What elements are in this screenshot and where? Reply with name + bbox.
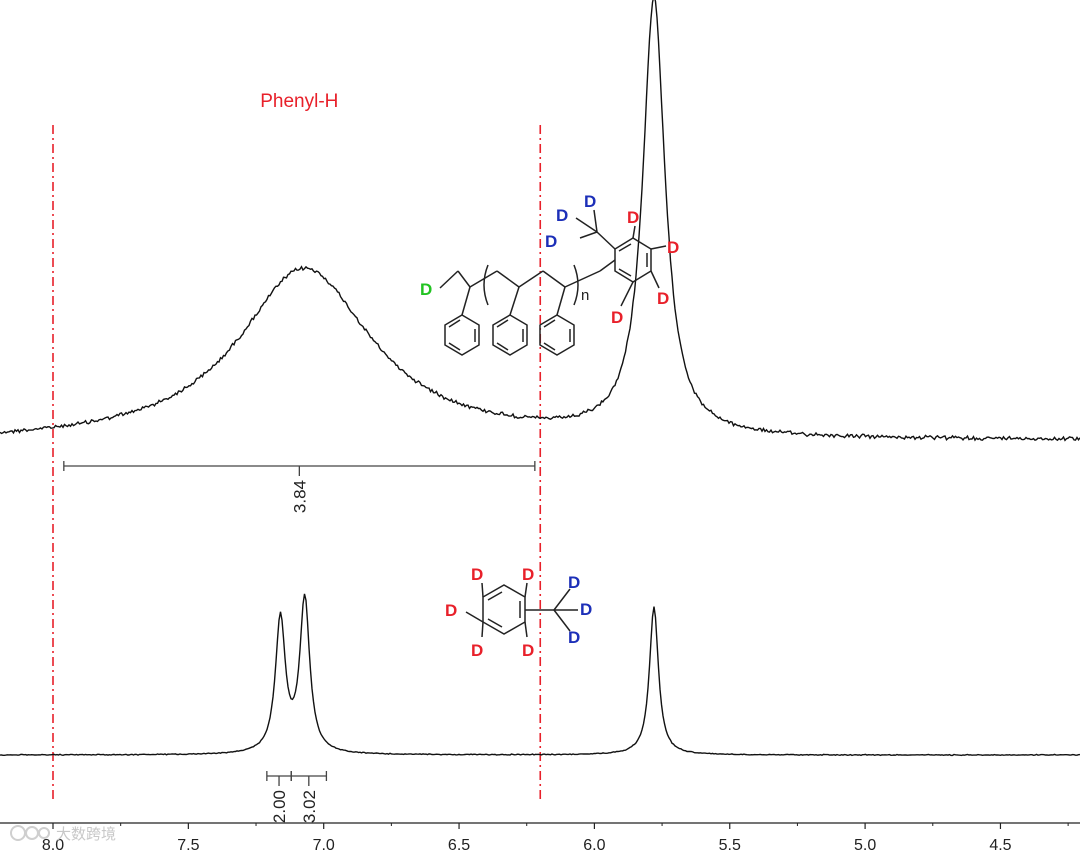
watermark: 大数跨境	[10, 825, 116, 843]
polymer-atom-d: D	[667, 238, 679, 257]
x-tick-label: 5.5	[719, 837, 741, 854]
toluene-atom-d: D	[522, 641, 534, 660]
toluene-atom-d: D	[568, 628, 580, 647]
watermark-logo-icon	[38, 827, 50, 839]
x-axis-ticks: 8.07.57.06.56.05.55.04.54.03.53.02.52.01…	[42, 823, 1069, 854]
x-tick-label: 8.0	[42, 837, 64, 854]
integral-label: 3.84	[290, 480, 309, 513]
region-label: Phenyl-H	[260, 91, 338, 112]
polymer-atom-d: D	[420, 280, 432, 299]
polymer-atom-labels: D D D D D D D D n	[420, 192, 679, 327]
polymer-atom-d: D	[556, 206, 568, 225]
polymer-subscript-n: n	[581, 287, 589, 304]
x-axis: 8.07.57.06.56.05.55.04.54.03.53.02.52.01…	[0, 822, 1080, 854]
toluene-atom-d: D	[568, 573, 580, 592]
toluene-atom-d: D	[522, 565, 534, 584]
x-tick-label: 6.0	[583, 837, 605, 854]
integrals: 3.843.011.002.003.023.00	[63, 461, 536, 823]
watermark-logo-icon	[25, 826, 39, 840]
region-annotations: Phenyl-HPhenyl-α-HPhenyl-β-H	[260, 91, 338, 112]
spectra-traces	[0, 0, 1080, 757]
x-tick-label: 7.5	[177, 837, 199, 854]
watermark-logo-icon	[10, 825, 26, 841]
x-tick-label: 7.0	[313, 837, 335, 854]
x-tick-label: 5.0	[854, 837, 876, 854]
polymer-atom-d: D	[584, 192, 596, 211]
polymer-atom-d: D	[627, 208, 639, 227]
polymer-atom-d: D	[545, 232, 557, 251]
toluene-atom-d: D	[471, 641, 483, 660]
x-tick-label: 4.5	[989, 837, 1011, 854]
toluene-structure	[465, 582, 578, 638]
integral-label: 3.02	[300, 790, 319, 823]
polymer-atom-d: D	[611, 308, 623, 327]
toluene-atom-d: D	[471, 565, 483, 584]
toluene-atom-d: D	[445, 601, 457, 620]
toluene-atom-d: D	[580, 600, 592, 619]
spectrum-line-top	[0, 0, 1080, 442]
region-lines	[52, 125, 542, 800]
x-tick-label: 6.5	[448, 837, 470, 854]
toluene-atom-labels: D D D D D D D D	[445, 565, 592, 660]
spectrum-line-bottom	[0, 593, 1080, 757]
polymer-atom-d: D	[657, 289, 669, 308]
watermark-text: 大数跨境	[56, 825, 116, 843]
polymer-structure	[439, 209, 667, 356]
integral-label: 2.00	[270, 790, 289, 823]
